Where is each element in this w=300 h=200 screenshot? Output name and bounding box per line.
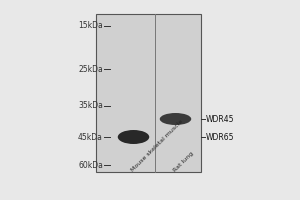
Text: 60kDa: 60kDa — [78, 160, 103, 170]
Text: 35kDa: 35kDa — [78, 102, 103, 110]
Text: Mouse skeletal muscle: Mouse skeletal muscle — [130, 119, 184, 173]
Ellipse shape — [118, 130, 149, 144]
Text: WDR65: WDR65 — [206, 132, 234, 142]
Text: Rat lung: Rat lung — [172, 151, 194, 173]
Text: 15kDa: 15kDa — [78, 21, 103, 30]
Ellipse shape — [160, 113, 191, 125]
Text: 25kDa: 25kDa — [78, 64, 103, 73]
Bar — [96, 14, 201, 172]
Text: WDR45: WDR45 — [206, 114, 234, 123]
Text: 45kDa: 45kDa — [78, 132, 103, 142]
